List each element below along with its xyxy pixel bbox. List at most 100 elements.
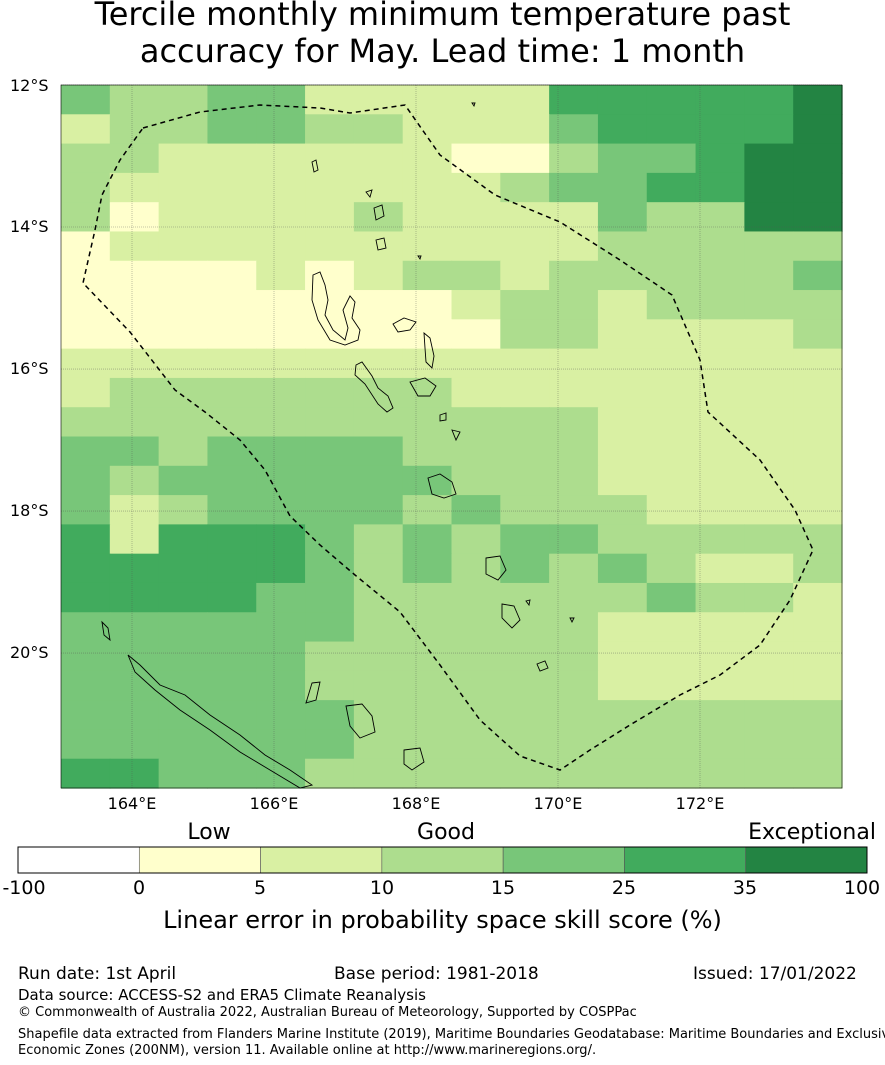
grid-cell xyxy=(744,465,794,496)
issued-date: Issued: 17/01/2022 xyxy=(693,964,857,984)
category-good: Good xyxy=(417,820,475,845)
cb-tick-25: 25 xyxy=(611,877,637,899)
grid-cell xyxy=(353,700,404,731)
grid-cell xyxy=(451,377,501,408)
colorbar-segment xyxy=(138,846,261,874)
grid-cell xyxy=(305,582,355,613)
grid-cell xyxy=(207,260,257,291)
category-low: Low xyxy=(187,820,231,845)
grid-cell xyxy=(549,436,599,467)
grid-cell xyxy=(109,377,160,408)
grid-cell xyxy=(256,377,306,408)
grid-cell xyxy=(109,524,160,555)
island-new-caledonia xyxy=(127,654,314,789)
grid-cell xyxy=(549,553,599,584)
grid-cell xyxy=(646,143,697,174)
data-source: Data source: ACCESS-S2 and ERA5 Climate … xyxy=(18,986,426,1004)
island-dot-2 xyxy=(417,255,422,261)
cb-tick-10: 10 xyxy=(369,877,395,899)
grid-cell xyxy=(597,260,648,291)
grid-cell xyxy=(549,377,599,408)
grid-cell xyxy=(597,407,648,438)
grid-cell xyxy=(353,524,404,555)
grid-cell xyxy=(402,553,453,584)
grid-cell xyxy=(256,290,306,320)
grid-cell xyxy=(451,524,501,555)
grid-cell xyxy=(207,202,257,233)
grid-cell xyxy=(744,172,794,203)
grid-cell xyxy=(451,465,501,496)
island-epi xyxy=(409,377,437,397)
grid-cell xyxy=(207,319,257,350)
grid-cell xyxy=(109,319,160,350)
grid-cell xyxy=(695,319,745,350)
grid-cell xyxy=(549,231,599,262)
run-date: Run date: 1st April xyxy=(18,964,177,984)
grid-cell xyxy=(61,553,111,584)
grid-cell xyxy=(61,495,111,525)
grid-cell xyxy=(695,202,745,233)
grid-cell xyxy=(744,641,794,672)
grid-cell xyxy=(158,524,209,555)
grid-cell xyxy=(61,231,111,262)
lat-label-18s: 18°S xyxy=(10,501,49,520)
grid-cell xyxy=(500,700,550,731)
grid-cell xyxy=(646,231,697,262)
cb-tick-35: 35 xyxy=(732,877,758,899)
grid-cell xyxy=(793,319,843,350)
grid-cell xyxy=(744,143,794,174)
grid-cell xyxy=(158,172,209,203)
grid-cell xyxy=(451,172,501,203)
grid-cell xyxy=(109,436,160,467)
grid-cell xyxy=(793,143,843,174)
shapefile-line-1: Shapefile data extracted from Flanders M… xyxy=(18,1027,885,1042)
grid-cell xyxy=(158,319,209,350)
cb-tick-minus100: -100 xyxy=(2,877,46,899)
grid-cell xyxy=(207,172,257,203)
grid-cell xyxy=(597,641,648,672)
grid-cell xyxy=(744,85,794,115)
category-exceptional: Exceptional xyxy=(748,820,876,845)
grid-cell xyxy=(744,407,794,438)
grid-cell xyxy=(256,436,306,467)
cb-tick-15: 15 xyxy=(490,877,516,899)
island-espiritu-santo xyxy=(311,271,361,346)
grid-cell xyxy=(793,729,843,760)
chart-title: Tercile monthly minimum temperature past… xyxy=(0,0,885,70)
grid-cell xyxy=(597,114,648,145)
grid-cell xyxy=(793,407,843,438)
grid-cell xyxy=(305,143,355,174)
grid-cell xyxy=(695,700,745,731)
grid-cell xyxy=(61,670,111,701)
grid-cell xyxy=(744,729,794,760)
grid-cell xyxy=(597,465,648,496)
grid-cell xyxy=(256,172,306,203)
grid-cell xyxy=(500,495,550,525)
grid-cell xyxy=(402,700,453,731)
grid-cell xyxy=(695,524,745,555)
grid-cell xyxy=(793,377,843,408)
grid-cell xyxy=(402,582,453,613)
grid-cell xyxy=(695,641,745,672)
grid-cell xyxy=(451,114,501,145)
grid-cell xyxy=(793,172,843,203)
grid-cell xyxy=(646,407,697,438)
grid-cell xyxy=(793,612,843,643)
lat-label-16s: 16°S xyxy=(10,359,49,378)
grid-cell xyxy=(549,758,599,789)
grid-cell xyxy=(549,290,599,320)
grid-cell xyxy=(305,348,355,379)
grid-cell xyxy=(744,758,794,789)
grid-cell xyxy=(744,524,794,555)
grid-cell xyxy=(500,143,550,174)
grid-cell xyxy=(207,758,257,789)
grid-cell xyxy=(597,290,648,320)
island-erromango xyxy=(485,555,507,581)
grid-cell xyxy=(744,202,794,233)
island-efate xyxy=(427,473,457,499)
grid-cell xyxy=(695,114,745,145)
grid-cell xyxy=(353,553,404,584)
grid-cell xyxy=(646,348,697,379)
cb-tick-5: 5 xyxy=(253,877,267,899)
grid-cell xyxy=(109,729,160,760)
